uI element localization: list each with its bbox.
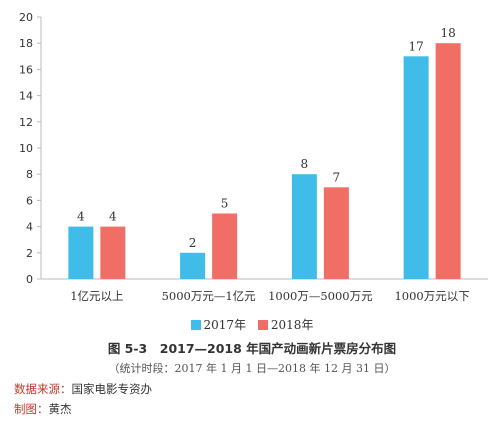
bar-chart: 0 2 4 6 8 10 12 14 16 18 20 1亿元以上 5000万元—1亿元 1000万—5… (19, 11, 488, 303)
y-tick-label: 8 (26, 168, 33, 181)
y-tick-label: 18 (19, 37, 33, 50)
author-value: 黄杰 (48, 402, 72, 416)
legend-swatch-2017 (190, 319, 201, 330)
x-axis: 1亿元以上 5000万元—1亿元 1000万—5000万元 1000万元以下 (41, 278, 488, 303)
data-label: 5 (221, 197, 229, 211)
x-tick-label: 5000万元—1亿元 (162, 289, 257, 303)
y-tick-label: 4 (26, 221, 33, 234)
y-tick-label: 12 (19, 116, 33, 129)
x-tick-label: 1000万—5000万元 (268, 289, 373, 303)
y-tick-label: 14 (19, 90, 33, 103)
bars: 4 4 2 5 8 7 17 18 (68, 26, 461, 280)
author-label: 制图： (14, 402, 49, 416)
bar (323, 187, 349, 279)
legend-label-2017: 2017年 (203, 318, 247, 332)
data-label: 4 (77, 210, 85, 224)
y-tick-label: 20 (19, 11, 33, 24)
bar (212, 213, 238, 279)
author-note: 制图：黄杰 (14, 401, 72, 417)
legend-label-2018: 2018年 (270, 318, 314, 332)
data-label: 7 (333, 170, 341, 184)
data-label: 18 (440, 26, 455, 40)
data-label: 2 (189, 236, 197, 250)
y-tick-label: 0 (26, 273, 33, 286)
data-label: 4 (109, 210, 117, 224)
source-value: 国家电影专资办 (71, 382, 153, 396)
bar (291, 174, 317, 279)
bar (403, 56, 429, 279)
legend-item-2017: 2017年 (190, 316, 247, 333)
y-tick-label: 6 (26, 194, 33, 207)
bar (180, 252, 206, 279)
chart-subtitle: （统计时段：2017 年 1 月 1 日—2018 年 12 月 31 日） (108, 362, 396, 375)
source-label: 数据来源： (14, 382, 72, 396)
legend: 2017年 2018年 (0, 316, 504, 333)
legend-item-2018: 2018年 (257, 316, 314, 333)
y-tick-label: 10 (19, 142, 33, 155)
x-tick-label: 1亿元以上 (70, 289, 123, 303)
bar (435, 43, 461, 280)
chart-title: 图 5-3 2017—2018 年国产动画新片票房分布图 (107, 341, 397, 356)
legend-swatch-2018 (257, 319, 268, 330)
data-label: 17 (408, 39, 423, 53)
y-axis: 0 2 4 6 8 10 12 14 16 18 20 (19, 11, 42, 286)
y-tick-label: 2 (26, 247, 33, 260)
y-tick-label: 16 (19, 63, 33, 76)
source-note: 数据来源：国家电影专资办 (14, 381, 152, 397)
bar (68, 226, 94, 279)
x-tick-label: 1000万元以下 (394, 289, 469, 303)
bar (100, 226, 126, 279)
data-label: 8 (301, 157, 309, 171)
